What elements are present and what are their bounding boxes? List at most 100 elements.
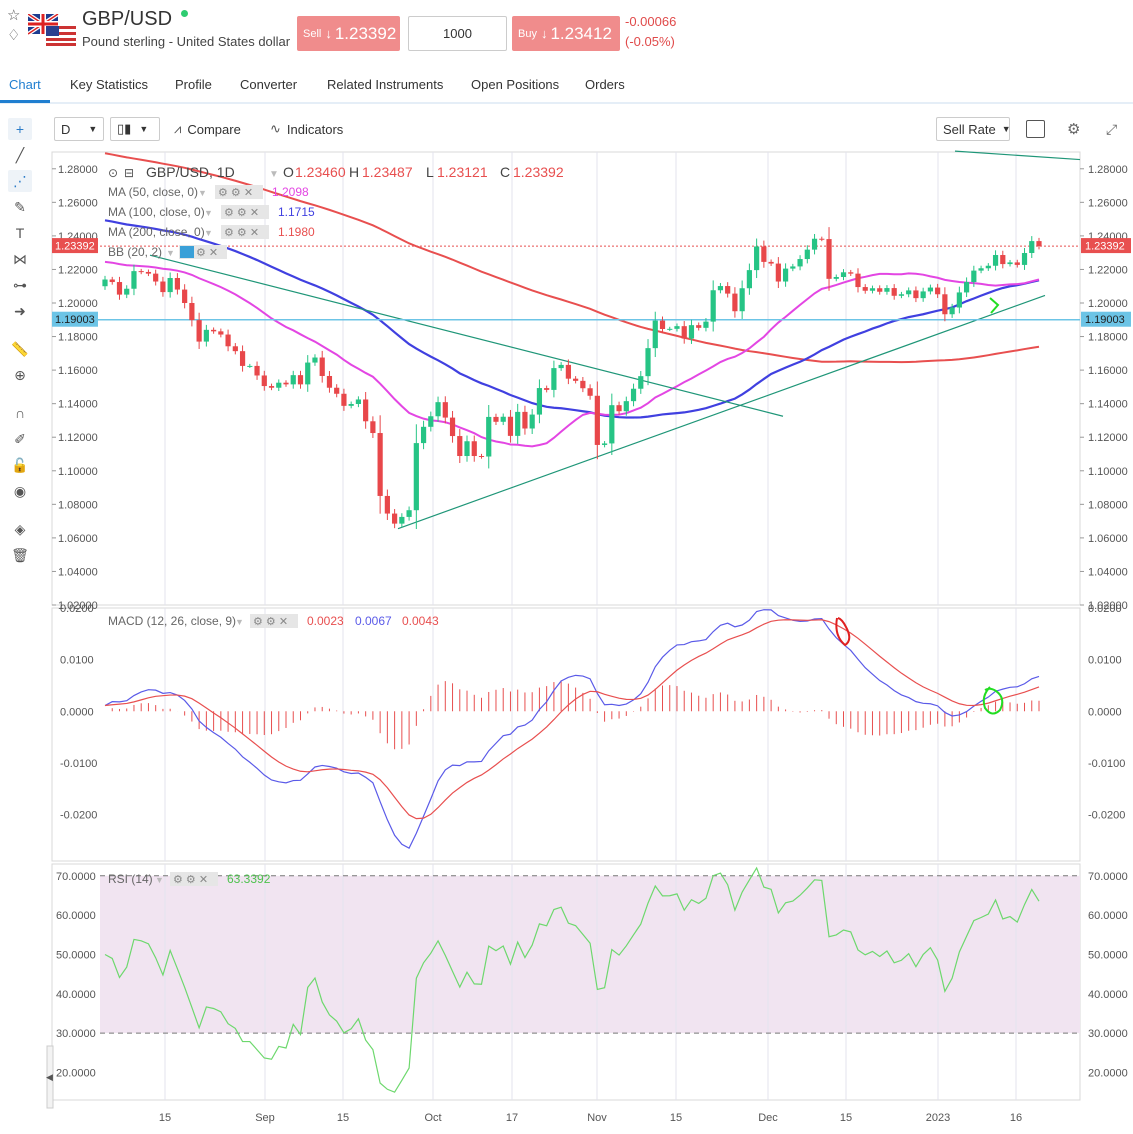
candle-body <box>478 456 485 458</box>
chart-svg[interactable]: 15 Sep 15 Oct 17 Nov 15 Dec 15 2023 16 1.28000 1.280… <box>0 148 1133 1129</box>
price-chart-area[interactable]: 15 Sep 15 Oct 17 Nov 15 Dec 15 2023 16 1.28000 1.280… <box>0 148 1133 1129</box>
candle-body <box>594 395 600 445</box>
chevron-down-icon[interactable]: ▼ <box>204 228 213 238</box>
eye-icon[interactable]: ◉ <box>13 483 27 499</box>
chevron-down-icon[interactable]: ▼ <box>204 208 213 218</box>
candle-body <box>116 282 123 295</box>
panel-resize-handle[interactable] <box>46 1045 54 1109</box>
star-icon[interactable]: ☆ <box>7 7 21 24</box>
candle-body <box>131 271 137 289</box>
chevron-down-icon[interactable]: ▼ <box>235 617 244 627</box>
gann-fan-tool-icon[interactable]: ⋰ <box>8 170 32 192</box>
candle-body <box>486 416 492 457</box>
candle-body <box>500 416 506 422</box>
rsi-y-tick-left: 70.0000 <box>56 871 96 883</box>
candle-body <box>399 516 405 524</box>
pattern-tool-icon[interactable]: ⋈ <box>13 251 27 267</box>
sell-button[interactable]: Sell ↓ 1.23392 <box>297 16 400 51</box>
indicators-button[interactable]: ∿ Indicators <box>270 117 343 141</box>
prediction-tool-icon[interactable]: ⊶ <box>13 277 27 293</box>
tab-converter[interactable]: Converter <box>240 77 298 92</box>
chevron-down-icon[interactable]: ▼ <box>166 248 175 258</box>
candle-body <box>536 388 543 415</box>
macd-label[interactable]: MACD (12, 26, close, 9) <box>108 614 236 628</box>
eye-icon[interactable] <box>180 246 194 258</box>
ma200-controls[interactable] <box>221 225 269 239</box>
macd-controls[interactable] <box>250 614 298 628</box>
candle-body <box>392 513 398 524</box>
crosshair-icon[interactable]: + <box>8 118 32 140</box>
candle-body <box>703 321 709 328</box>
settings-gear-icon[interactable]: ⚙ <box>1067 121 1081 138</box>
rsi-controls[interactable] <box>170 872 218 886</box>
settings-gear-icon[interactable]: ⚙ ⚙ ✕ <box>173 874 208 886</box>
candle-body <box>1014 262 1020 265</box>
candle-body <box>457 436 463 457</box>
candle-body <box>334 387 340 394</box>
candle-body <box>471 441 477 457</box>
ma50-label[interactable]: MA (50, close, 0) <box>108 185 198 199</box>
candle-body <box>891 288 897 296</box>
trash-icon[interactable]: 🗑 <box>11 547 29 563</box>
arrow-tool-icon[interactable]: ➜ <box>14 303 26 319</box>
y-tick-label-right: 1.06000 <box>1088 533 1128 545</box>
candle-body <box>384 495 390 514</box>
candle-body <box>442 402 448 418</box>
ma100-label[interactable]: MA (100, close, 0) <box>108 205 205 219</box>
candle-body <box>667 328 673 330</box>
minimize-icon[interactable]: ⊟ <box>124 166 134 180</box>
ma50-controls[interactable] <box>215 185 263 199</box>
bb-label[interactable]: BB (20, 2) <box>108 245 162 259</box>
resistance-trendline <box>149 254 784 417</box>
chevron-left-icon[interactable]: ◀ <box>46 1072 53 1082</box>
candle-body <box>819 238 825 240</box>
collapse-legend-icon[interactable]: ⊙ <box>108 166 118 180</box>
interval-select[interactable]: D ▼ <box>54 117 104 141</box>
zoom-in-icon[interactable]: ⊕ <box>14 367 26 383</box>
market-open-indicator <box>181 10 188 17</box>
layers-icon[interactable]: ◈ <box>14 521 26 537</box>
magnet-icon[interactable]: ∩ <box>14 405 26 421</box>
ruler-icon[interactable]: 📏 <box>11 341 29 357</box>
tab-key-statistics[interactable]: Key Statistics <box>70 77 149 92</box>
fullscreen-toggle-icon[interactable] <box>1026 120 1045 138</box>
x-tick-label: 15 <box>670 1112 682 1124</box>
text-tool-icon[interactable]: T <box>15 225 25 241</box>
alert-icon[interactable]: ♢ <box>7 27 21 44</box>
tab-chart[interactable]: Chart <box>9 77 41 92</box>
lock-icon[interactable]: 🔓 <box>11 457 29 473</box>
compare-button[interactable]: ⩘ Compare <box>174 117 241 141</box>
chevron-down-icon[interactable]: ▼ <box>198 188 207 198</box>
settings-gear-icon[interactable]: ⚙ ⚙ ✕ <box>253 616 288 628</box>
candle-body <box>182 289 188 303</box>
chart-type-select[interactable]: ▯▮ ▼ <box>110 117 160 141</box>
macd-panel[interactable] <box>51 607 1081 862</box>
tab-orders[interactable]: Orders <box>585 77 625 92</box>
x-tick-label: Oct <box>424 1112 441 1124</box>
chevron-down-icon[interactable]: ▼ <box>269 169 279 180</box>
tab-open-positions[interactable]: Open Positions <box>471 77 560 92</box>
brush-tool-icon[interactable]: ✎ <box>14 199 26 215</box>
tab-profile[interactable]: Profile <box>175 77 212 92</box>
candle-body <box>616 405 622 412</box>
ma200-value: 1.1980 <box>278 225 315 239</box>
y-tick-label-left: 1.04000 <box>58 566 98 578</box>
buy-button[interactable]: Buy ↓ 1.23412 <box>512 16 620 51</box>
rate-type-select[interactable]: Sell Rate ▼ <box>936 117 1011 141</box>
trendline-tool-icon[interactable]: ╱ <box>15 147 25 163</box>
ma100-controls[interactable] <box>221 205 269 219</box>
settings-gear-icon[interactable]: ⚙ ⚙ ✕ <box>218 187 253 199</box>
instrument-tabs: Chart Key Statistics Profile Converter R… <box>0 68 1133 104</box>
green-circle-annotation <box>982 686 1004 715</box>
settings-gear-icon[interactable]: ⚙ ✕ <box>196 247 218 259</box>
chevron-down-icon[interactable]: ▼ <box>155 875 164 885</box>
rsi-y-tick-right: 40.0000 <box>1088 989 1128 1001</box>
ma200-label[interactable]: MA (200, close, 0) <box>108 225 205 239</box>
quantity-input[interactable]: 1000 <box>408 16 507 51</box>
settings-gear-icon[interactable]: ⚙ ⚙ ✕ <box>224 227 259 239</box>
lock-pencil-icon[interactable]: ✐ <box>14 431 26 447</box>
settings-gear-icon[interactable]: ⚙ ⚙ ✕ <box>224 207 259 219</box>
tab-related-instruments[interactable]: Related Instruments <box>327 77 444 92</box>
expand-icon[interactable]: ⤢ <box>1106 120 1118 137</box>
rsi-label[interactable]: RSI (14) <box>108 872 153 886</box>
